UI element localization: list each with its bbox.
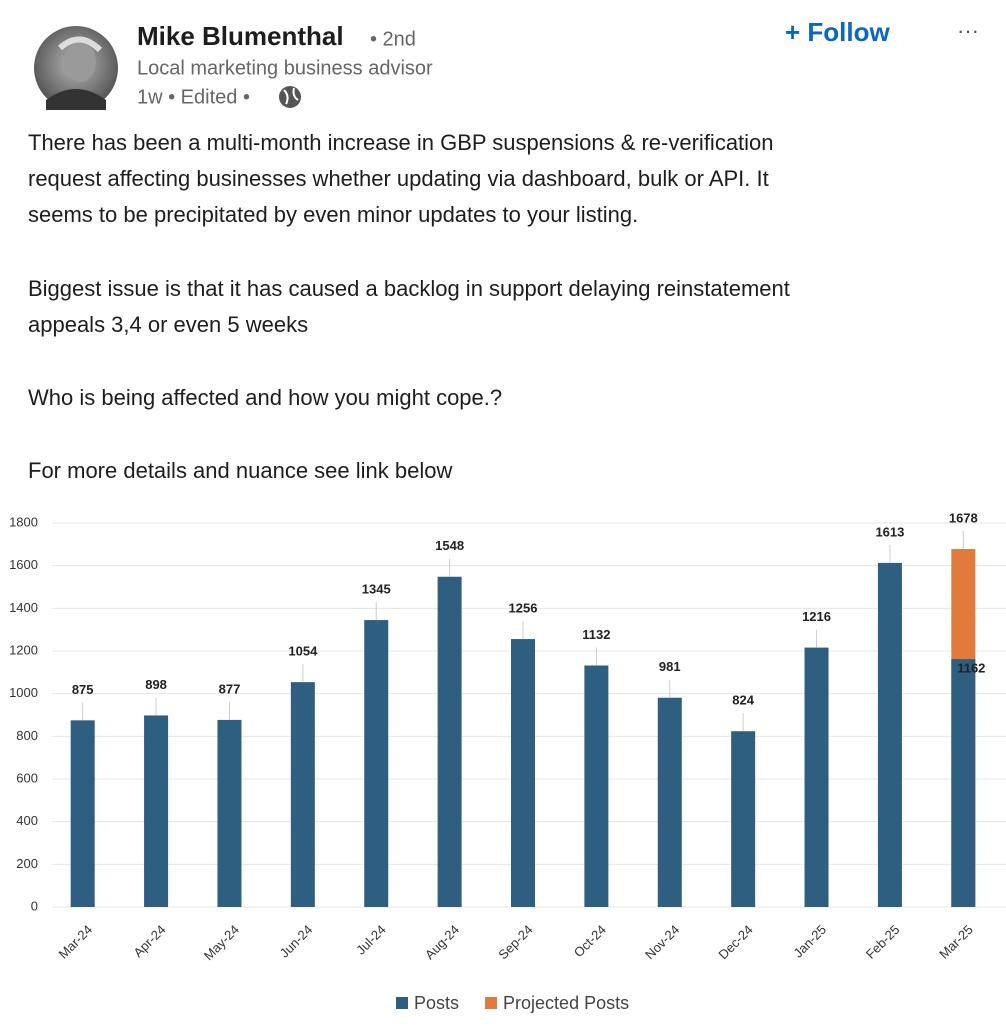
bar [144, 715, 169, 907]
y-tick-label: 600 [16, 770, 38, 785]
y-tick-label: 800 [16, 728, 38, 743]
x-tick-label: Oct-24 [571, 922, 609, 960]
post-meta: 1w • Edited • [137, 86, 250, 108]
data-label: 1345 [362, 582, 391, 597]
follow-button[interactable]: + Follow [785, 17, 891, 47]
x-tick-label: Sep-24 [495, 922, 535, 962]
avatar[interactable] [34, 26, 118, 110]
body-text: seems to be precipitated by even minor u… [28, 202, 638, 227]
y-tick-label: 1400 [9, 600, 38, 615]
y-tick-label: 200 [16, 856, 38, 871]
data-label: 1054 [288, 644, 318, 659]
legend-label: Projected Posts [503, 993, 629, 1013]
bar [364, 620, 389, 907]
body-text: There has been a multi-month increase in… [28, 130, 774, 155]
globe-icon [279, 86, 301, 108]
y-tick-label: 0 [31, 898, 38, 913]
x-tick-label: Feb-25 [863, 922, 903, 962]
legend-label: Posts [414, 993, 459, 1013]
data-label: 981 [659, 659, 681, 674]
bar [657, 697, 682, 907]
bar [584, 665, 609, 907]
y-tick-label: 1600 [9, 557, 38, 572]
x-tick-label: Jun-24 [277, 922, 316, 961]
x-tick-label: Mar-25 [936, 922, 976, 962]
x-tick-label: Mar-24 [56, 922, 96, 962]
body-text: For more details and nuance see link bel… [28, 458, 452, 483]
body-text: request affecting businesses whether upd… [28, 166, 769, 191]
y-tick-label: 1800 [9, 514, 38, 529]
y-tick-label: 1000 [9, 685, 38, 700]
bar [290, 682, 315, 907]
x-tick-label: May-24 [201, 922, 242, 963]
connection-degree: • 2nd [370, 28, 416, 50]
legend-swatch [485, 997, 498, 1009]
bar [804, 647, 829, 907]
bar [70, 720, 95, 907]
bar [511, 639, 535, 907]
data-label: 877 [219, 681, 241, 696]
y-tick-label: 1200 [9, 642, 38, 657]
data-label: 1162 [957, 661, 985, 676]
more-button[interactable]: ··· [957, 18, 979, 43]
body-text: Who is being affected and how you might … [28, 385, 502, 410]
data-label: 1256 [509, 600, 538, 615]
data-label: 824 [732, 693, 754, 708]
data-label: 1216 [802, 609, 831, 624]
headline: Local marketing business advisor [137, 57, 433, 79]
body-text: Biggest issue is that it has caused a ba… [28, 276, 790, 301]
x-tick-label: Jan-25 [790, 922, 829, 961]
x-tick-label: Apr-24 [130, 922, 168, 960]
x-tick-label: Dec-24 [715, 922, 755, 962]
data-label: 1548 [435, 538, 464, 553]
body-text: appeals 3,4 or even 5 weeks [28, 312, 308, 337]
y-tick-label: 400 [16, 813, 38, 828]
x-tick-label: Nov-24 [642, 922, 682, 962]
bar [731, 731, 756, 907]
data-label: 1678 [949, 510, 978, 525]
author-name[interactable]: Mike Blumenthal [137, 21, 344, 51]
x-tick-label: Jul-24 [353, 922, 389, 958]
data-label: 1132 [582, 627, 610, 642]
bar [951, 659, 976, 907]
bar [437, 576, 462, 907]
bar [877, 562, 902, 907]
bar [217, 719, 242, 907]
data-label: 898 [145, 677, 167, 692]
x-tick-label: Aug-24 [422, 922, 462, 962]
legend-swatch [396, 997, 408, 1009]
data-label: 875 [72, 682, 94, 697]
data-label: 1613 [875, 524, 904, 539]
